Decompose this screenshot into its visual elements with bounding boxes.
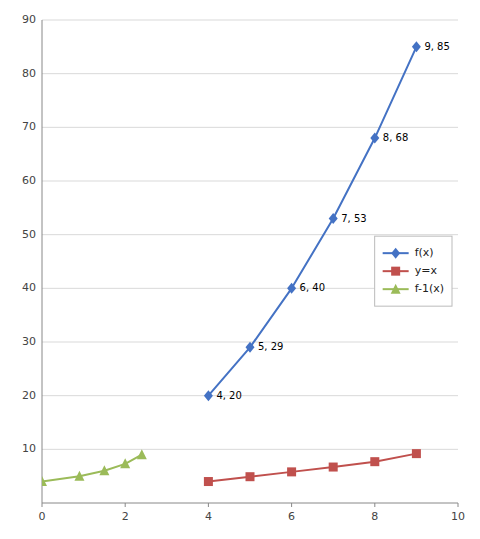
tick-label: 80 — [22, 67, 36, 80]
data-point — [412, 41, 421, 52]
tick-label: 2 — [122, 510, 129, 523]
data-point — [287, 467, 296, 476]
legend-marker — [391, 248, 400, 259]
data-label: 9, 85 — [424, 41, 449, 52]
tick-mark — [291, 503, 292, 507]
data-point — [412, 449, 421, 458]
data-point — [370, 133, 379, 144]
tick-label: 70 — [22, 120, 36, 133]
data-point — [329, 463, 338, 472]
data-label: 5, 29 — [258, 341, 283, 352]
grid-line — [42, 449, 458, 450]
data-point — [137, 449, 147, 459]
legend: f(x) y=x f-1(x) — [375, 236, 452, 306]
series-line — [208, 47, 416, 396]
legend-label: f-1(x) — [415, 282, 444, 295]
tick-label: 8 — [371, 510, 378, 523]
grid-line — [42, 127, 458, 128]
tick-label: 0 — [39, 510, 46, 523]
data-point — [120, 458, 130, 468]
grid-line — [42, 181, 458, 182]
data-point — [99, 465, 109, 475]
tick-mark — [458, 503, 459, 507]
data-label: 4, 20 — [216, 390, 241, 401]
tick-label: 4 — [205, 510, 212, 523]
grid-line — [42, 395, 458, 396]
grid-line — [42, 234, 458, 235]
tick-label: 60 — [22, 174, 36, 187]
legend-box — [375, 236, 452, 306]
grid-line — [42, 73, 458, 74]
tick-label: 90 — [22, 13, 36, 26]
data-label: 7, 53 — [341, 213, 366, 224]
data-labels: 4, 20 5, 29 6, 40 7, 53 8, 68 9, 85 — [216, 41, 449, 401]
tick-mark — [42, 503, 43, 507]
tick-label: 6 — [288, 510, 295, 523]
chart: 10 20 30 40 50 60 70 80 90 0 2 4 6 8 10 4, 20 5, 29 6, 40… — [0, 0, 480, 539]
legend-label: y=x — [415, 264, 438, 277]
tick-label: 20 — [22, 389, 36, 402]
data-label: 6, 40 — [300, 282, 325, 293]
legend-marker — [391, 267, 400, 276]
plot-area — [42, 41, 421, 486]
data-point — [42, 476, 47, 486]
data-point — [246, 472, 255, 481]
tick-label: 30 — [22, 335, 36, 348]
y-axis — [42, 20, 43, 503]
tick-label: 10 — [451, 510, 465, 523]
data-label: 8, 68 — [383, 132, 408, 143]
grid-line — [42, 20, 458, 21]
legend-marker — [391, 284, 401, 294]
data-point — [204, 390, 213, 401]
x-axis — [42, 503, 458, 504]
series-line — [208, 454, 416, 482]
tick-label: 40 — [22, 281, 36, 294]
data-point — [287, 283, 296, 294]
series-line — [42, 455, 142, 482]
legend-label: f(x) — [415, 246, 434, 259]
tick-label: 10 — [22, 442, 36, 455]
data-point — [370, 457, 379, 466]
data-point — [329, 213, 338, 224]
data-point — [204, 477, 213, 486]
data-point — [246, 342, 255, 353]
tick-label: 50 — [22, 228, 36, 241]
tick-mark — [125, 503, 126, 507]
data-point — [74, 471, 84, 481]
tick-mark — [208, 503, 209, 507]
tick-mark — [374, 503, 375, 507]
